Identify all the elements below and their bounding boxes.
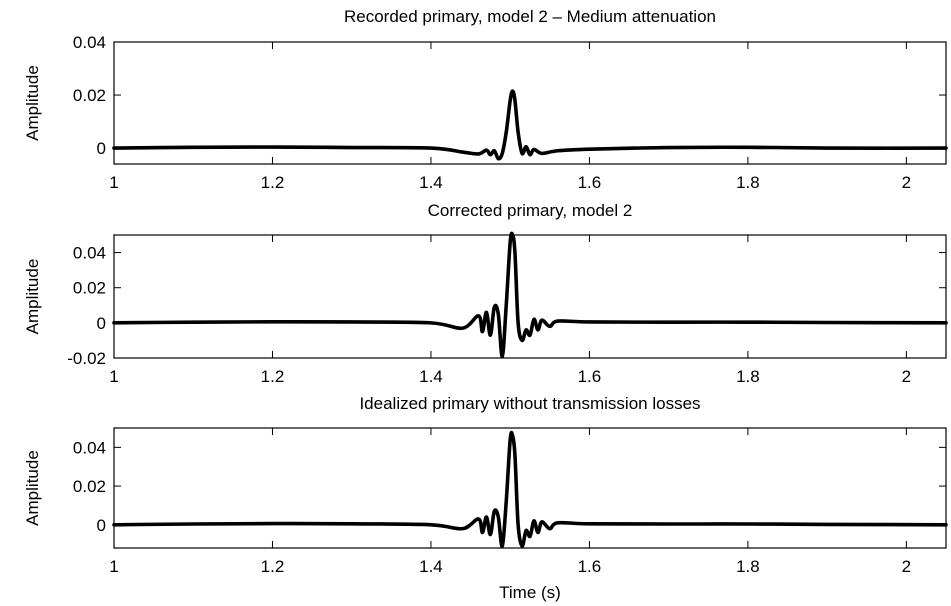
series-line <box>112 89 948 161</box>
plot-frame <box>113 234 947 359</box>
x-tick-label: 1.8 <box>736 367 760 386</box>
x-tick-label: 1 <box>109 173 118 192</box>
panel-title: Corrected primary, model 2 <box>428 201 633 220</box>
x-tick-label: 1.6 <box>578 173 602 192</box>
plot-frame <box>113 41 947 165</box>
y-tick-label: 0.02 <box>73 477 106 496</box>
x-tick-label: 1 <box>109 557 118 576</box>
x-tick-label: 1.2 <box>261 557 285 576</box>
x-axis-label: Time (s) <box>499 583 561 602</box>
y-tick-label: 0.02 <box>73 86 106 105</box>
x-tick-label: 1.4 <box>419 173 443 192</box>
y-tick-label: 0 <box>97 139 106 158</box>
y-tick-label: 0 <box>97 314 106 333</box>
x-tick-label: 1.2 <box>261 367 285 386</box>
x-tick-label: 2 <box>902 367 911 386</box>
x-tick-label: 1.8 <box>736 557 760 576</box>
x-tick-label: 2 <box>902 173 911 192</box>
series-line <box>112 430 948 548</box>
y-axis-label: Amplitude <box>23 65 42 141</box>
y-tick-label: 0.04 <box>73 33 106 52</box>
y-tick-label: -0.02 <box>67 349 106 368</box>
series-line <box>112 231 948 359</box>
y-tick-label: 0 <box>97 516 106 535</box>
panel-title: Recorded primary, model 2 – Medium atten… <box>344 7 716 26</box>
panel-2: Corrected primary, model 2 1 1.2 1.4 1.6 1.8 2… <box>23 201 948 386</box>
x-tick-label: 1.6 <box>578 367 602 386</box>
x-tick-label: 1.4 <box>419 367 443 386</box>
y-tick-label: 0.02 <box>73 279 106 298</box>
y-axis-label: Amplitude <box>23 450 42 526</box>
x-tick-label: 1.8 <box>736 173 760 192</box>
plot-frame <box>113 427 947 549</box>
x-tick-label: 1.4 <box>419 557 443 576</box>
x-tick-label: 1.6 <box>578 557 602 576</box>
y-tick-label: 0.04 <box>73 244 106 263</box>
panel-title: Idealized primary without transmission l… <box>359 394 700 413</box>
y-tick-label: 0.04 <box>73 438 106 457</box>
x-tick-label: 1.2 <box>261 173 285 192</box>
x-tick-label: 1 <box>109 367 118 386</box>
x-tick-label: 2 <box>902 557 911 576</box>
y-axis-label: Amplitude <box>23 259 42 335</box>
panel-3: Idealized primary without transmission l… <box>23 394 948 602</box>
panel-1: Recorded primary, model 2 – Medium atten… <box>23 7 948 192</box>
